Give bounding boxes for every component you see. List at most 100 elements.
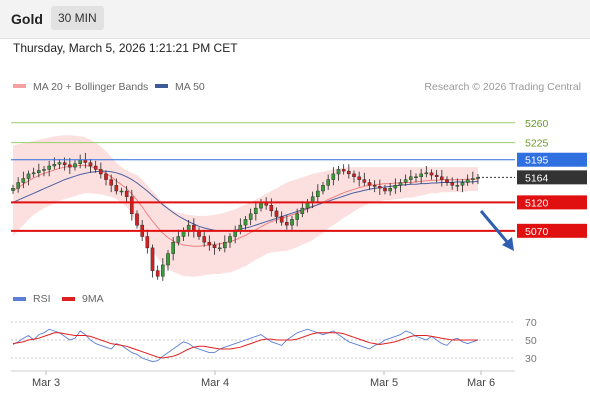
candle — [409, 169, 413, 185]
candle — [429, 169, 434, 180]
last-price-label: 5164 — [525, 172, 549, 184]
candle — [341, 164, 346, 175]
bollinger-band — [13, 135, 478, 277]
instrument-title: Gold — [11, 11, 43, 27]
candle — [73, 160, 77, 171]
candle — [207, 235, 212, 251]
legend-label-9ma: 9MA — [82, 293, 104, 305]
legend-label-ma20: MA 20 + Bollinger Bands — [33, 81, 148, 93]
datetime-label: Thursday, March 5, 2026 1:21:21 PM CET — [13, 41, 238, 55]
rsi-legend: RSI 9MA — [13, 293, 104, 305]
candle — [129, 189, 134, 221]
candle — [419, 168, 424, 184]
candle — [326, 174, 331, 190]
level-label-5070: 5070 — [525, 226, 549, 238]
candle — [212, 241, 217, 255]
legend-swatch-9ma — [62, 297, 75, 301]
candle — [388, 183, 393, 196]
x-tick-label: Mar 6 — [467, 377, 495, 389]
candle — [357, 171, 362, 187]
level-label-5225: 5225 — [525, 138, 549, 150]
candle — [321, 181, 325, 195]
candle — [460, 179, 465, 193]
chart-header: Gold 30 MIN — [0, 0, 590, 39]
candle — [26, 170, 31, 186]
candle — [202, 231, 207, 247]
main-plot — [11, 135, 480, 281]
candle — [67, 158, 72, 174]
candle — [109, 174, 113, 193]
level-tag-5120 — [517, 195, 587, 210]
timeframe-button[interactable]: 30 MIN — [51, 6, 104, 30]
level-label-5120: 5120 — [525, 197, 549, 209]
candle — [171, 237, 176, 261]
main-legend: MA 20 + Bollinger Bands MA 50 Research ©… — [13, 81, 581, 93]
candle — [21, 171, 26, 189]
candle — [372, 180, 377, 193]
rsi-line — [12, 328, 479, 363]
candle — [145, 229, 150, 254]
x-tick-label: Mar 4 — [201, 377, 229, 389]
candle — [166, 250, 170, 271]
candle — [93, 160, 98, 173]
candle — [155, 265, 160, 280]
level-label-5260: 5260 — [525, 118, 549, 130]
candle — [398, 179, 403, 193]
candle — [393, 178, 398, 194]
levels-layer: 5260 5225 5195 5120 5070 5164 — [11, 118, 587, 238]
candle — [243, 216, 248, 230]
candle — [300, 201, 305, 218]
candle — [11, 184, 15, 194]
candle — [248, 208, 253, 226]
forecast-arrow — [479, 210, 514, 251]
candle — [274, 207, 279, 224]
candle — [176, 229, 181, 246]
candle — [378, 179, 382, 195]
candle — [31, 167, 36, 178]
level-tag-5070 — [517, 223, 587, 238]
rsi-plot: 70 50 30 — [11, 317, 537, 365]
candle — [104, 170, 108, 186]
candle — [403, 174, 408, 186]
credit-label: Research © 2026 Trading Central — [424, 81, 581, 93]
candle — [150, 244, 155, 278]
candle — [42, 165, 46, 177]
candle — [228, 233, 232, 248]
x-axis: Mar 3 Mar 4 Mar 5 Mar 6 — [32, 371, 495, 389]
candle — [253, 201, 258, 221]
candle — [367, 179, 372, 190]
candle — [37, 163, 41, 178]
candle — [295, 208, 300, 227]
candle — [285, 215, 289, 230]
candle — [362, 172, 367, 186]
candle — [279, 211, 284, 226]
level-tag-5195 — [517, 152, 587, 167]
rsi-tick-70: 70 — [525, 317, 537, 329]
candle — [445, 176, 449, 186]
legend-swatch-ma50 — [155, 84, 168, 88]
candle — [383, 184, 387, 195]
candle — [471, 171, 475, 185]
last-price-tag — [517, 170, 587, 185]
candle — [119, 187, 124, 196]
candle — [217, 242, 222, 252]
candle — [336, 165, 341, 181]
candle — [455, 178, 460, 191]
candle — [331, 167, 336, 186]
candle — [450, 177, 455, 190]
legend-swatch-rsi — [13, 297, 26, 301]
candle — [47, 160, 51, 177]
legend-label-rsi: RSI — [33, 293, 51, 305]
level-label-5195: 5195 — [525, 155, 549, 167]
candle — [222, 235, 227, 253]
x-tick-label: Mar 3 — [32, 377, 60, 389]
candle — [114, 178, 119, 195]
candle — [160, 258, 165, 281]
legend-label-ma50: MA 50 — [175, 81, 205, 93]
candle — [16, 177, 21, 193]
candle — [88, 159, 93, 173]
rsi-9ma-line — [12, 332, 478, 359]
candle — [465, 174, 470, 186]
candle — [434, 169, 439, 183]
candle — [316, 184, 320, 204]
